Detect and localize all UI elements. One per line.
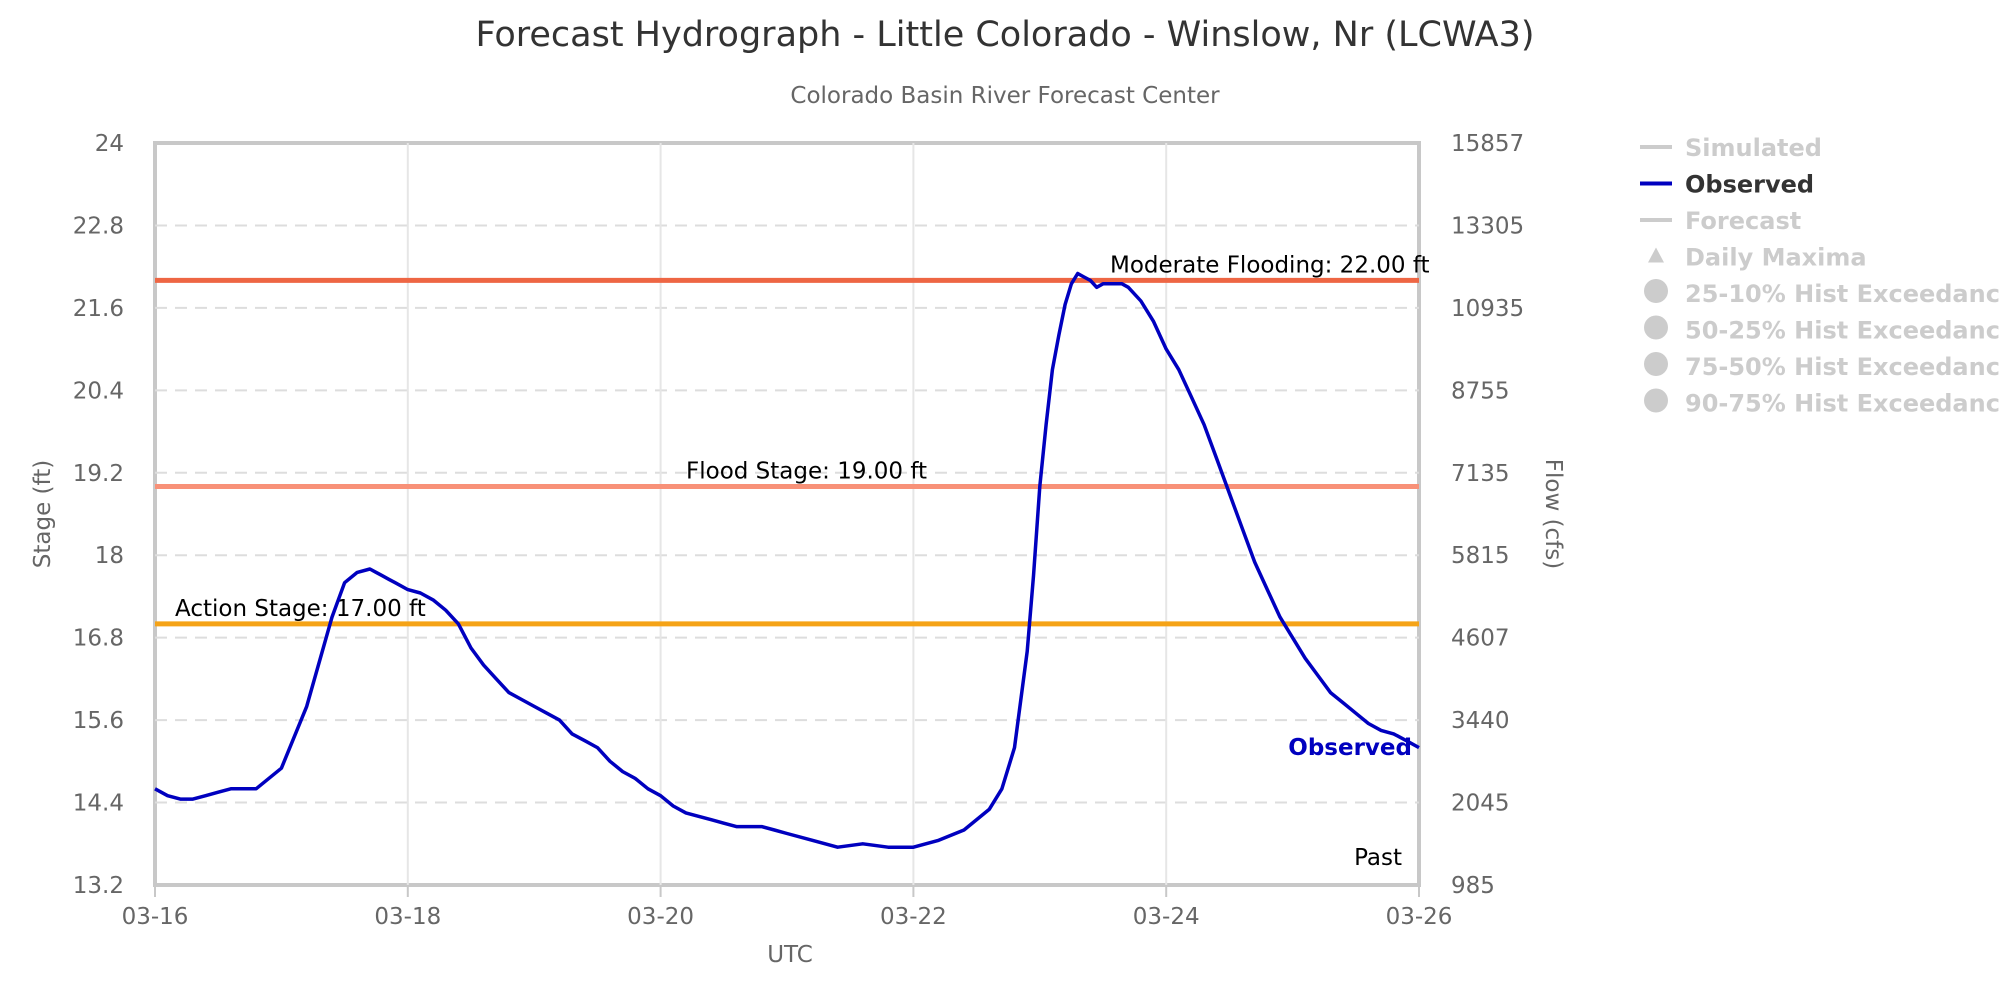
y2-tick-label: 15857 xyxy=(1451,131,1524,157)
grid-lines xyxy=(155,143,1419,885)
x-tick-label: 03-24 xyxy=(1133,904,1200,930)
legend-triangle-symbol xyxy=(1648,247,1664,263)
y-tick-label: 22.8 xyxy=(73,213,124,239)
legend-circle-symbol xyxy=(1644,352,1668,376)
threshold-label: Action Stage: 17.00 ft xyxy=(175,596,426,622)
y2-tick-label: 2045 xyxy=(1451,791,1510,817)
legend-circle-symbol xyxy=(1644,388,1668,413)
y2-tick-label: 13305 xyxy=(1451,213,1524,239)
observed-series-label: Observed xyxy=(1288,735,1412,761)
legend-label: 90-75% Hist Exceedance xyxy=(1685,390,2000,418)
legend-item: 50-25% Hist Exceedance xyxy=(1644,315,2000,345)
legend-item: Observed xyxy=(1640,171,1814,199)
threshold-label: Moderate Flooding: 22.00 ft xyxy=(1110,252,1430,278)
y2-tick-label: 4607 xyxy=(1451,626,1510,652)
chart-title: Forecast Hydrograph - Little Colorado - … xyxy=(475,15,1534,55)
y-tick-label: 15.6 xyxy=(73,708,124,734)
legend-label: Daily Maxima xyxy=(1685,244,1867,272)
x-tick-label: 03-20 xyxy=(627,904,694,930)
legend-label: 25-10% Hist Exceedance xyxy=(1685,280,2000,308)
y-axis-left: 24 22.8 21.6 20.4 19.2 18 16.8 15.6 14.4 13.2 xyxy=(73,131,124,899)
y-tick-label: 19.2 xyxy=(73,461,124,487)
x-tick-label: 03-16 xyxy=(122,904,189,930)
y2-tick-label: 7135 xyxy=(1451,461,1510,487)
y2-axis-title: Flow (cfs) xyxy=(1540,459,1566,570)
plot-frame xyxy=(153,141,1421,887)
y-tick-label: 14.4 xyxy=(73,791,124,817)
x-tick-label: 03-26 xyxy=(1386,904,1453,930)
legend-item: 25-10% Hist Exceedance xyxy=(1644,279,2000,308)
chart-subtitle: Colorado Basin River Forecast Center xyxy=(790,83,1220,109)
y2-tick-label: 5815 xyxy=(1451,543,1510,569)
legend-label: Simulated xyxy=(1685,134,1822,162)
y2-tick-label: 3440 xyxy=(1451,708,1510,734)
legend-circle-symbol xyxy=(1644,315,1668,340)
legend-label: Observed xyxy=(1685,171,1814,199)
legend-label: 50-25% Hist Exceedance xyxy=(1685,317,2000,345)
threshold-lines: Moderate Flooding: 22.00 ft Flood Stage: … xyxy=(155,252,1430,627)
y-tick-label: 21.6 xyxy=(73,296,124,322)
past-band-label: Past xyxy=(1354,845,1402,871)
y2-tick-label: 8755 xyxy=(1451,378,1510,404)
legend-item: 90-75% Hist Exceedance xyxy=(1644,388,2000,418)
x-tick-label: 03-18 xyxy=(374,904,441,930)
legend-item: Simulated xyxy=(1640,134,1822,162)
x-axis-title: UTC xyxy=(767,942,813,968)
legend-item: Forecast xyxy=(1640,207,1801,235)
y-tick-label: 18 xyxy=(95,543,124,569)
series-layer xyxy=(154,271,1420,849)
legend-label: 75-50% Hist Exceedance xyxy=(1685,353,2000,381)
y-tick-label: 20.4 xyxy=(73,378,124,404)
legend-circle-symbol xyxy=(1644,279,1668,303)
y2-tick-label: 10935 xyxy=(1451,296,1524,322)
legend-item: Daily Maxima xyxy=(1648,244,1867,272)
x-tick-label: 03-22 xyxy=(880,904,947,930)
y-tick-label: 13.2 xyxy=(73,873,124,899)
y2-tick-label: 985 xyxy=(1451,873,1495,899)
legend-label: Forecast xyxy=(1685,207,1801,235)
series-line-observed xyxy=(154,271,1420,849)
legend: Simulated Observed Forecast Daily Maxima 25-… xyxy=(1640,134,2000,418)
legend-item: 75-50% Hist Exceedance xyxy=(1644,352,2000,381)
y-tick-label: 16.8 xyxy=(73,626,124,652)
y-axis-right: 15857 13305 10935 8755 7135 5815 4607 3440 2045 9… xyxy=(1451,131,1524,899)
y-axis-title: Stage (ft) xyxy=(30,460,56,568)
y-tick-label: 24 xyxy=(95,131,124,157)
x-axis: 03-16 03-18 03-20 03-22 03-24 03-26 xyxy=(122,885,1453,930)
threshold-label: Flood Stage: 19.00 ft xyxy=(686,459,927,485)
